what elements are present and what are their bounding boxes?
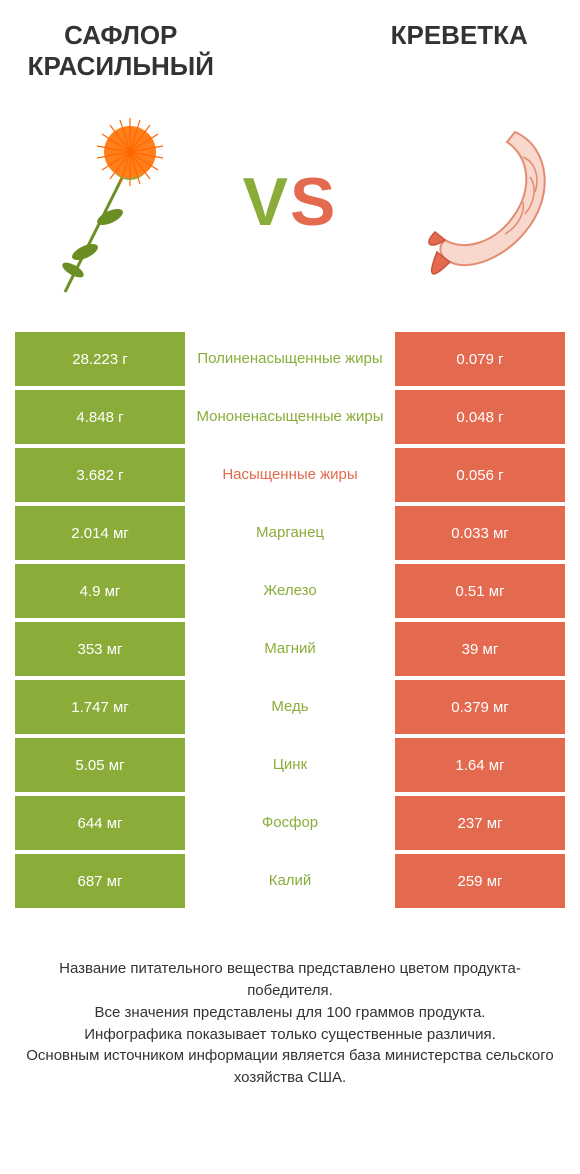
table-row: 4.848 гМононенасыщенные жиры0.048 г [15,390,565,444]
right-value: 1.64 мг [395,738,565,792]
footer-line: Все значения представлены для 100 граммо… [25,1002,555,1024]
vs-v: V [243,164,290,240]
right-value: 0.379 мг [395,680,565,734]
right-value: 0.048 г [395,390,565,444]
left-product-title: САФЛОР КРАСИЛЬНЫЙ [15,20,227,82]
footer-line: Инфографика показывает только существенн… [25,1024,555,1046]
table-row: 1.747 мгМедь0.379 мг [15,680,565,734]
footer-notes: Название питательного вещества представл… [15,958,565,1089]
left-value: 3.682 г [15,448,185,502]
nutrient-table: 28.223 гПолиненасыщенные жиры0.079 г4.84… [15,332,565,908]
nutrient-name: Медь [185,680,395,734]
right-value: 259 мг [395,854,565,908]
infographic-container: САФЛОР КРАСИЛЬНЫЙ КРЕВЕТКА [0,0,580,1119]
nutrient-name: Калий [185,854,395,908]
right-value: 39 мг [395,622,565,676]
nutrient-name: Полиненасыщенные жиры [185,332,395,386]
table-row: 644 мгФосфор237 мг [15,796,565,850]
left-value: 28.223 г [15,332,185,386]
left-value: 1.747 мг [15,680,185,734]
vs-label: VS [243,163,338,241]
right-product-title: КРЕВЕТКА [353,20,565,51]
right-value: 237 мг [395,796,565,850]
table-row: 4.9 мгЖелезо0.51 мг [15,564,565,618]
left-value: 2.014 мг [15,506,185,560]
nutrient-name: Железо [185,564,395,618]
left-value: 353 мг [15,622,185,676]
shrimp-image [395,102,565,302]
nutrient-name: Фосфор [185,796,395,850]
table-row: 687 мгКалий259 мг [15,854,565,908]
safflower-image [15,102,185,302]
nutrient-name: Насыщенные жиры [185,448,395,502]
table-row: 2.014 мгМарганец0.033 мг [15,506,565,560]
table-row: 5.05 мгЦинк1.64 мг [15,738,565,792]
header-titles: САФЛОР КРАСИЛЬНЫЙ КРЕВЕТКА [15,20,565,82]
left-value: 4.9 мг [15,564,185,618]
right-value: 0.51 мг [395,564,565,618]
images-row: VS [15,97,565,307]
table-row: 353 мгМагний39 мг [15,622,565,676]
nutrient-name: Магний [185,622,395,676]
nutrient-name: Мононенасыщенные жиры [185,390,395,444]
right-value: 0.056 г [395,448,565,502]
table-row: 28.223 гПолиненасыщенные жиры0.079 г [15,332,565,386]
left-value: 4.848 г [15,390,185,444]
table-row: 3.682 гНасыщенные жиры0.056 г [15,448,565,502]
vs-s: S [290,164,337,240]
footer-line: Основным источником информации является … [25,1045,555,1089]
footer-line: Название питательного вещества представл… [25,958,555,1002]
nutrient-name: Марганец [185,506,395,560]
right-value: 0.033 мг [395,506,565,560]
left-value: 687 мг [15,854,185,908]
right-value: 0.079 г [395,332,565,386]
nutrient-name: Цинк [185,738,395,792]
left-value: 5.05 мг [15,738,185,792]
left-value: 644 мг [15,796,185,850]
